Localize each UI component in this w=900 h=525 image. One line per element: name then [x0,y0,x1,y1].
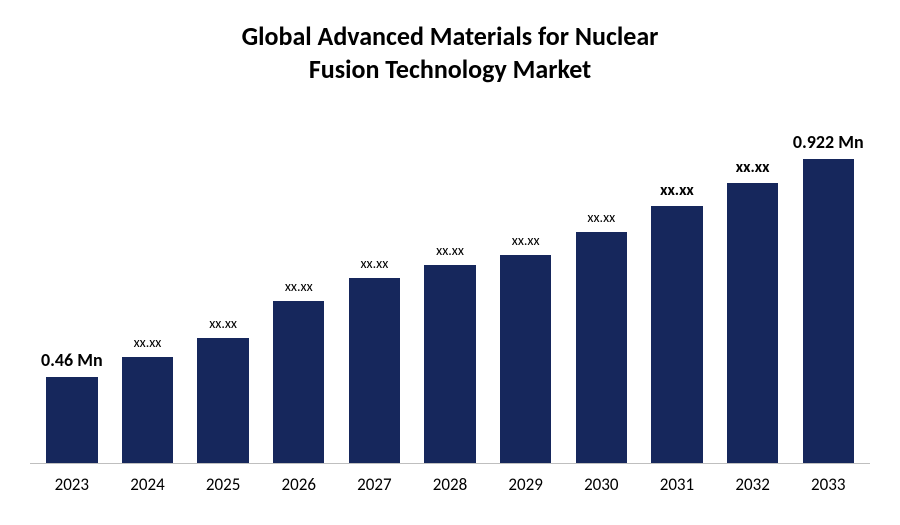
bar-value-label: xx.xx [736,158,770,177]
bar-value-label: xx.xx [436,242,464,259]
x-axis-tick: 2027 [337,474,413,495]
bar-slot: xx.xx [639,95,715,463]
bar-slot: xx.xx [563,95,639,463]
x-axis-tick: 2033 [790,474,866,495]
x-axis-tick: 2032 [715,474,791,495]
bar-value-label: xx.xx [134,334,162,351]
x-axis-tick: 2028 [412,474,488,495]
x-axis-tick: 2031 [639,474,715,495]
bar [46,377,97,463]
x-axis-tick: 2030 [563,474,639,495]
bar [651,206,702,463]
bar [424,265,475,463]
x-axis: 2023202420252026202720282029203020312032… [30,474,870,495]
bar-value-label: xx.xx [660,181,694,200]
bar [727,183,778,464]
bar-slot: xx.xx [412,95,488,463]
bar [273,301,324,463]
plot-area: 0.46 Mn xx.xx xx.xx xx.xx xx.xx xx.xx xx.xx xx.… [30,95,870,495]
bar-value-label: xx.xx [209,315,237,332]
chart-title: Global Advanced Materials for Nuclear Fu… [30,20,870,85]
bar [197,338,248,463]
bar-slot: xx.xx [715,95,791,463]
bar [122,357,173,463]
bar-value-label: xx.xx [285,278,313,295]
bar [803,159,854,463]
x-axis-tick: 2024 [110,474,186,495]
bar [576,232,627,463]
bars-area: 0.46 Mn xx.xx xx.xx xx.xx xx.xx xx.xx xx.xx xx.… [30,95,870,464]
bar-value-label: xx.xx [587,209,615,226]
bar-value-label: xx.xx [360,255,388,272]
x-axis-tick: 2029 [488,474,564,495]
chart-container: Global Advanced Materials for Nuclear Fu… [0,0,900,525]
x-axis-tick: 2023 [34,474,110,495]
bar-slot: xx.xx [261,95,337,463]
bar-value-label: xx.xx [512,232,540,249]
bar-slot: 0.46 Mn [34,95,110,463]
bar [500,255,551,463]
bar-slot: xx.xx [110,95,186,463]
bar [349,278,400,463]
x-axis-tick: 2025 [185,474,261,495]
bar-slot: 0.922 Mn [790,95,866,463]
bar-slot: xx.xx [185,95,261,463]
bar-value-label: 0.922 Mn [793,131,864,153]
chart-title-line2: Fusion Technology Market [30,53,870,86]
bar-slot: xx.xx [488,95,564,463]
chart-title-line1: Global Advanced Materials for Nuclear [30,20,870,53]
bar-slot: xx.xx [337,95,413,463]
bar-value-label: 0.46 Mn [41,349,103,371]
x-axis-tick: 2026 [261,474,337,495]
